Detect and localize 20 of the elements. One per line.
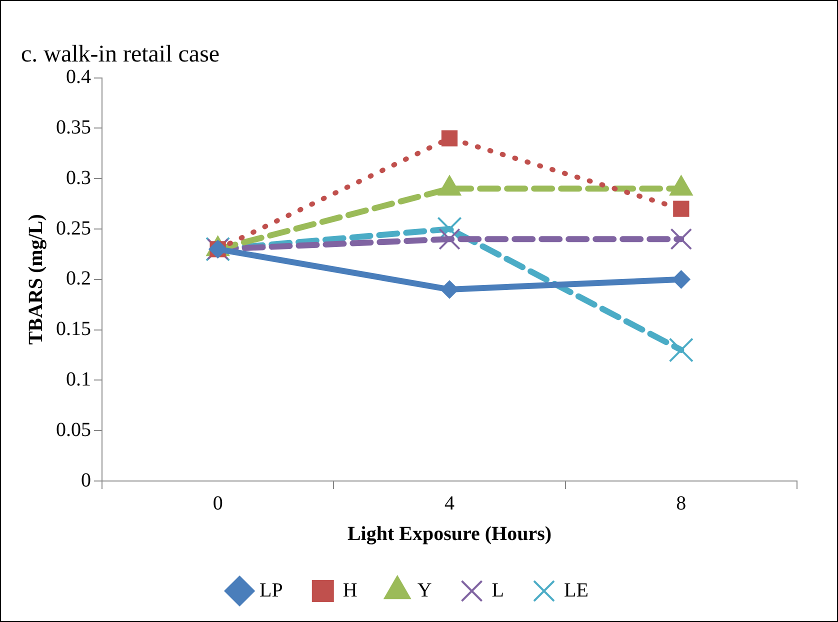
- x-tick-label: 0: [212, 492, 223, 514]
- x-axis-title: Light Exposure (Hours): [347, 523, 552, 546]
- y-tick-label: 0.25: [56, 217, 91, 240]
- legend-label: LE: [564, 579, 588, 602]
- y-tick-label: 0.2: [66, 268, 91, 290]
- y-tick-label: 0.1: [66, 368, 91, 390]
- legend-label: L: [492, 579, 504, 602]
- y-tick-label: 0.4: [66, 66, 91, 88]
- x-tick-label: 4: [444, 492, 454, 514]
- y-tick-label: 0.05: [56, 418, 91, 441]
- x-tick-label: 8: [676, 492, 686, 514]
- y-tick-label: 0.3: [66, 166, 91, 189]
- legend-label: H: [342, 579, 358, 602]
- legend-label: Y: [417, 579, 432, 602]
- y-tick-label: 0.15: [56, 318, 91, 340]
- y-tick-label: 0: [81, 469, 91, 492]
- y-axis-title: TBARS (mg/L): [25, 214, 48, 345]
- chart-title: c. walk-in retail case: [21, 42, 220, 68]
- y-tick-label: 0.35: [56, 116, 91, 138]
- legend-label: LP: [260, 579, 283, 602]
